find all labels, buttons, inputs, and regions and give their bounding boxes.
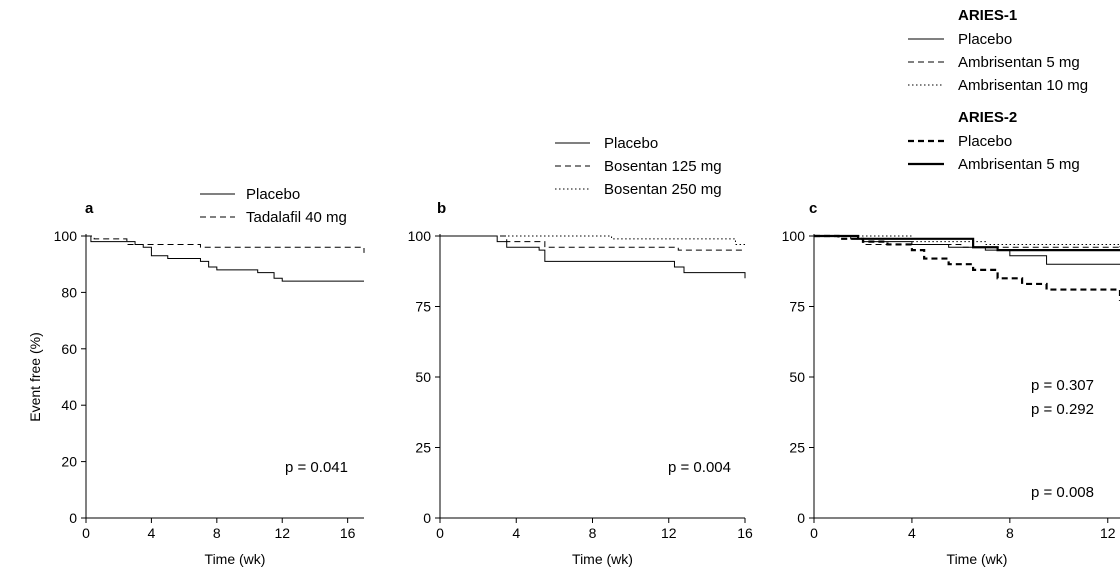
x-tick-label: 12 [274,525,290,541]
x-tick-label: 8 [213,525,221,541]
x-tick-label: 0 [810,525,818,541]
x-tick-label: 16 [340,525,356,541]
x-tick-label: 12 [661,525,677,541]
x-tick-label: 0 [82,525,90,541]
series-line-ambrisentan-10-mg [814,235,1120,248]
p-value-annotation: p = 0.307 [1031,377,1094,394]
y-tick-label: 100 [408,228,432,244]
x-tick-label: 8 [1006,525,1014,541]
legend-entry: Bosentan 125 mg [604,158,722,175]
y-tick-label: 0 [69,510,77,526]
y-tick-label: 100 [782,228,806,244]
legend-entry: Ambrisentan 5 mg [958,54,1080,71]
p-value-annotation: p = 0.292 [1031,401,1094,418]
y-tick-label: 75 [415,299,431,315]
legend-entry: Ambrisentan 5 mg [958,156,1080,173]
panel-label: b [437,200,446,217]
x-tick-label: 8 [589,525,597,541]
series-line-bosentan-125-mg [440,235,745,251]
y-tick-label: 100 [54,228,78,244]
x-tick-label: 4 [908,525,916,541]
x-tick-label: 4 [148,525,156,541]
x-tick-label: 16 [737,525,753,541]
x-tick-label: 0 [436,525,444,541]
series-line-placebo [86,235,364,282]
series-line-tadalafil-40-mg [86,235,365,253]
y-tick-label: 80 [61,284,77,300]
series-line-ambrisentan-5-mg [814,234,1120,252]
series-line-placebo [440,235,746,279]
panel-a: 0 20 40 60 80 100 0 4 8 12 16 Time (wk) Event free (… [27,186,365,567]
legend-entry: Ambrisentan 10 mg [958,77,1088,94]
legend-entry: Placebo [958,31,1012,48]
y-tick-label: 50 [789,369,805,385]
y-tick-label: 60 [61,341,77,357]
y-tick-label: 40 [61,397,77,413]
y-tick-label: 0 [797,510,805,526]
legend-group-title: ARIES-2 [958,109,1017,126]
legend-entry: Placebo [246,186,300,203]
series-line-ambrisentan-5-mg [814,235,1120,248]
x-axis-label: Time (wk) [947,551,1008,567]
series-line-placebo [814,234,1120,301]
legend-entry: Placebo [604,135,658,152]
y-tick-label: 25 [415,440,431,456]
p-value-annotation: p = 0.004 [668,459,731,476]
y-tick-label: 0 [423,510,431,526]
panel-b: 0 25 50 75 100 0 4 8 12 16 Time (wk) b p = 0.004 Plac… [408,135,753,567]
y-tick-label: 20 [61,454,77,470]
y-tick-label: 50 [415,369,431,385]
legend-entry: Placebo [958,133,1012,150]
legend-entry: Bosentan 250 mg [604,181,722,198]
panel-c: 0 25 50 75 100 0 4 8 12 Time (wk) c p = 0.307 p = 0.… [782,7,1120,567]
series-line-bosentan-250-mg [440,235,745,245]
x-tick-label: 4 [512,525,520,541]
x-axis-label: Time (wk) [572,551,633,567]
y-tick-label: 25 [789,440,805,456]
y-tick-label: 75 [789,299,805,315]
p-value-annotation: p = 0.008 [1031,484,1094,501]
x-axis-label: Time (wk) [205,551,266,567]
panel-label: c [809,200,817,217]
legend-group-title: ARIES-1 [958,7,1017,24]
y-axis-label: Event free (%) [27,332,43,421]
p-value-annotation: p = 0.041 [285,459,348,476]
panel-label: a [85,200,94,217]
legend-entry: Tadalafil 40 mg [246,209,347,226]
x-tick-label: 12 [1100,525,1116,541]
